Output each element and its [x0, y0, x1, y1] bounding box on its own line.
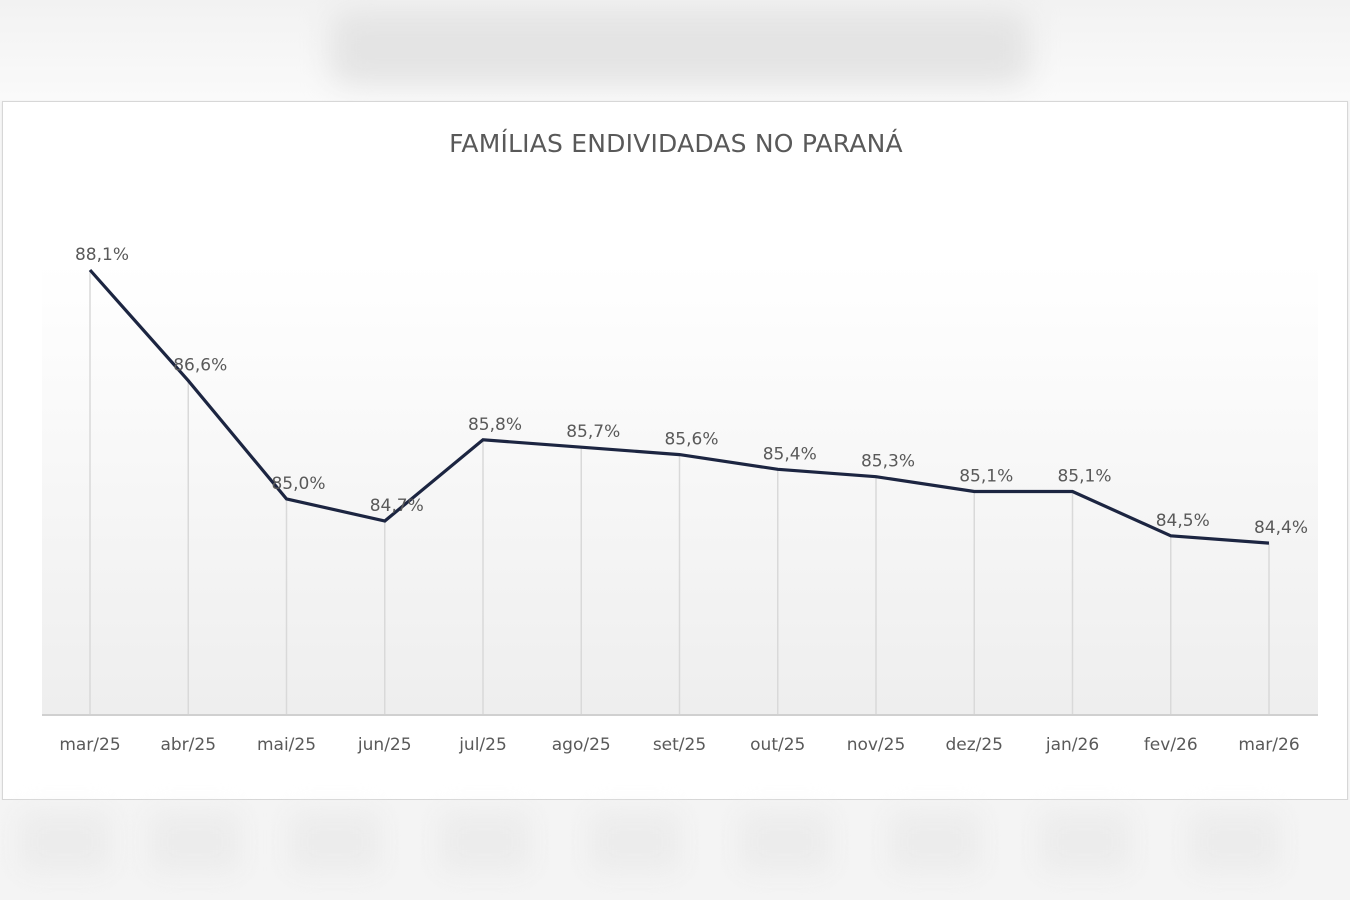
- blurred-footer-smudge: [890, 812, 980, 872]
- x-axis-tick-label: dez/25: [945, 735, 1003, 755]
- data-label: 84,5%: [1156, 511, 1210, 531]
- blurred-footer-smudge: [590, 812, 680, 872]
- blurred-footer-smudge: [20, 812, 110, 872]
- x-axis-tick-label: jan/26: [1045, 735, 1099, 755]
- x-axis-tick-label: fev/26: [1144, 735, 1198, 755]
- data-label: 84,7%: [370, 496, 424, 516]
- data-label: 85,4%: [763, 444, 817, 464]
- x-axis-tick-label: mai/25: [257, 735, 316, 755]
- x-axis-tick-label: nov/25: [847, 735, 906, 755]
- x-axis-tick-label: jul/25: [458, 735, 507, 755]
- x-axis-tick-label: ago/25: [552, 735, 611, 755]
- data-label: 85,1%: [959, 466, 1013, 486]
- blurred-header-background: [0, 0, 1350, 100]
- blurred-footer-smudge: [440, 812, 530, 872]
- blurred-footer-smudge: [1190, 812, 1280, 872]
- data-label: 85,7%: [566, 422, 620, 442]
- x-axis-tick-labels: mar/25 abr/25 mai/25 jun/25 jul/25 ago/25 set/…: [59, 735, 1299, 755]
- series-line-familias-endividadas: [88, 268, 1270, 545]
- data-label: 84,4%: [1254, 518, 1308, 538]
- data-label: 86,6%: [173, 356, 227, 376]
- data-label: 85,0%: [271, 474, 325, 494]
- x-axis-tick-label: jun/25: [357, 735, 412, 755]
- data-label: 85,3%: [861, 452, 915, 472]
- blurred-header-smudge: [330, 10, 1030, 85]
- data-label: 85,6%: [664, 430, 718, 450]
- x-axis-tick-label: mar/26: [1238, 735, 1299, 755]
- blurred-footer-smudge: [740, 812, 830, 872]
- x-axis-tick-label: set/25: [653, 735, 706, 755]
- chart-title: FAMÍLIAS ENDIVIDADAS NO PARANÁ: [449, 129, 903, 158]
- data-label: 85,1%: [1057, 466, 1111, 486]
- x-axis-tick-label: out/25: [750, 735, 805, 755]
- drop-lines: [89, 270, 1270, 715]
- x-axis-tick-label: mar/25: [59, 735, 120, 755]
- blurred-footer-smudge: [150, 812, 240, 872]
- blurred-footer-smudge: [1040, 812, 1130, 872]
- data-label: 88,1%: [75, 245, 129, 265]
- x-axis-tick-label: abr/25: [160, 735, 216, 755]
- data-label: 85,8%: [468, 415, 522, 435]
- data-labels: 88,1% 86,6% 85,0% 84,7% 85,8% 85,7% 85,6% 85,4%…: [75, 245, 1308, 538]
- blurred-footer-background: [0, 800, 1350, 900]
- blurred-footer-smudge: [290, 812, 380, 872]
